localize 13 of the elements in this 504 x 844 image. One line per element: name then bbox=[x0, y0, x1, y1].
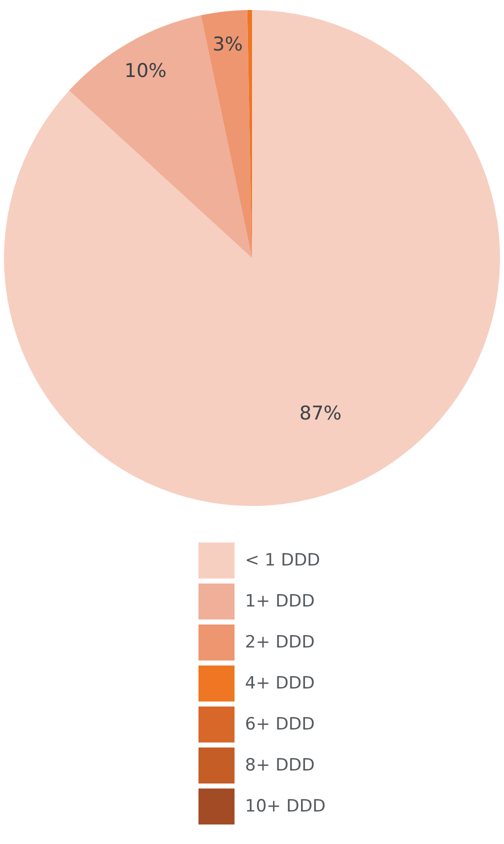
legend-label: 6+ DDD bbox=[245, 714, 315, 734]
legend-label: 10+ DDD bbox=[245, 796, 326, 816]
legend-label: 4+ DDD bbox=[245, 674, 315, 694]
legend-label: < 1 DDD bbox=[245, 550, 320, 570]
legend-label: 8+ DDD bbox=[245, 756, 315, 776]
pie-slice bbox=[200, 10, 252, 258]
data-label: 3% bbox=[212, 33, 243, 56]
legend-label: 1+ DDD bbox=[245, 592, 315, 612]
legend-label: 2+ DDD bbox=[245, 632, 315, 652]
pie-slice bbox=[69, 15, 252, 258]
pie-slice bbox=[4, 10, 500, 506]
data-label: 87% bbox=[299, 402, 342, 425]
data-label: 10% bbox=[124, 60, 167, 82]
